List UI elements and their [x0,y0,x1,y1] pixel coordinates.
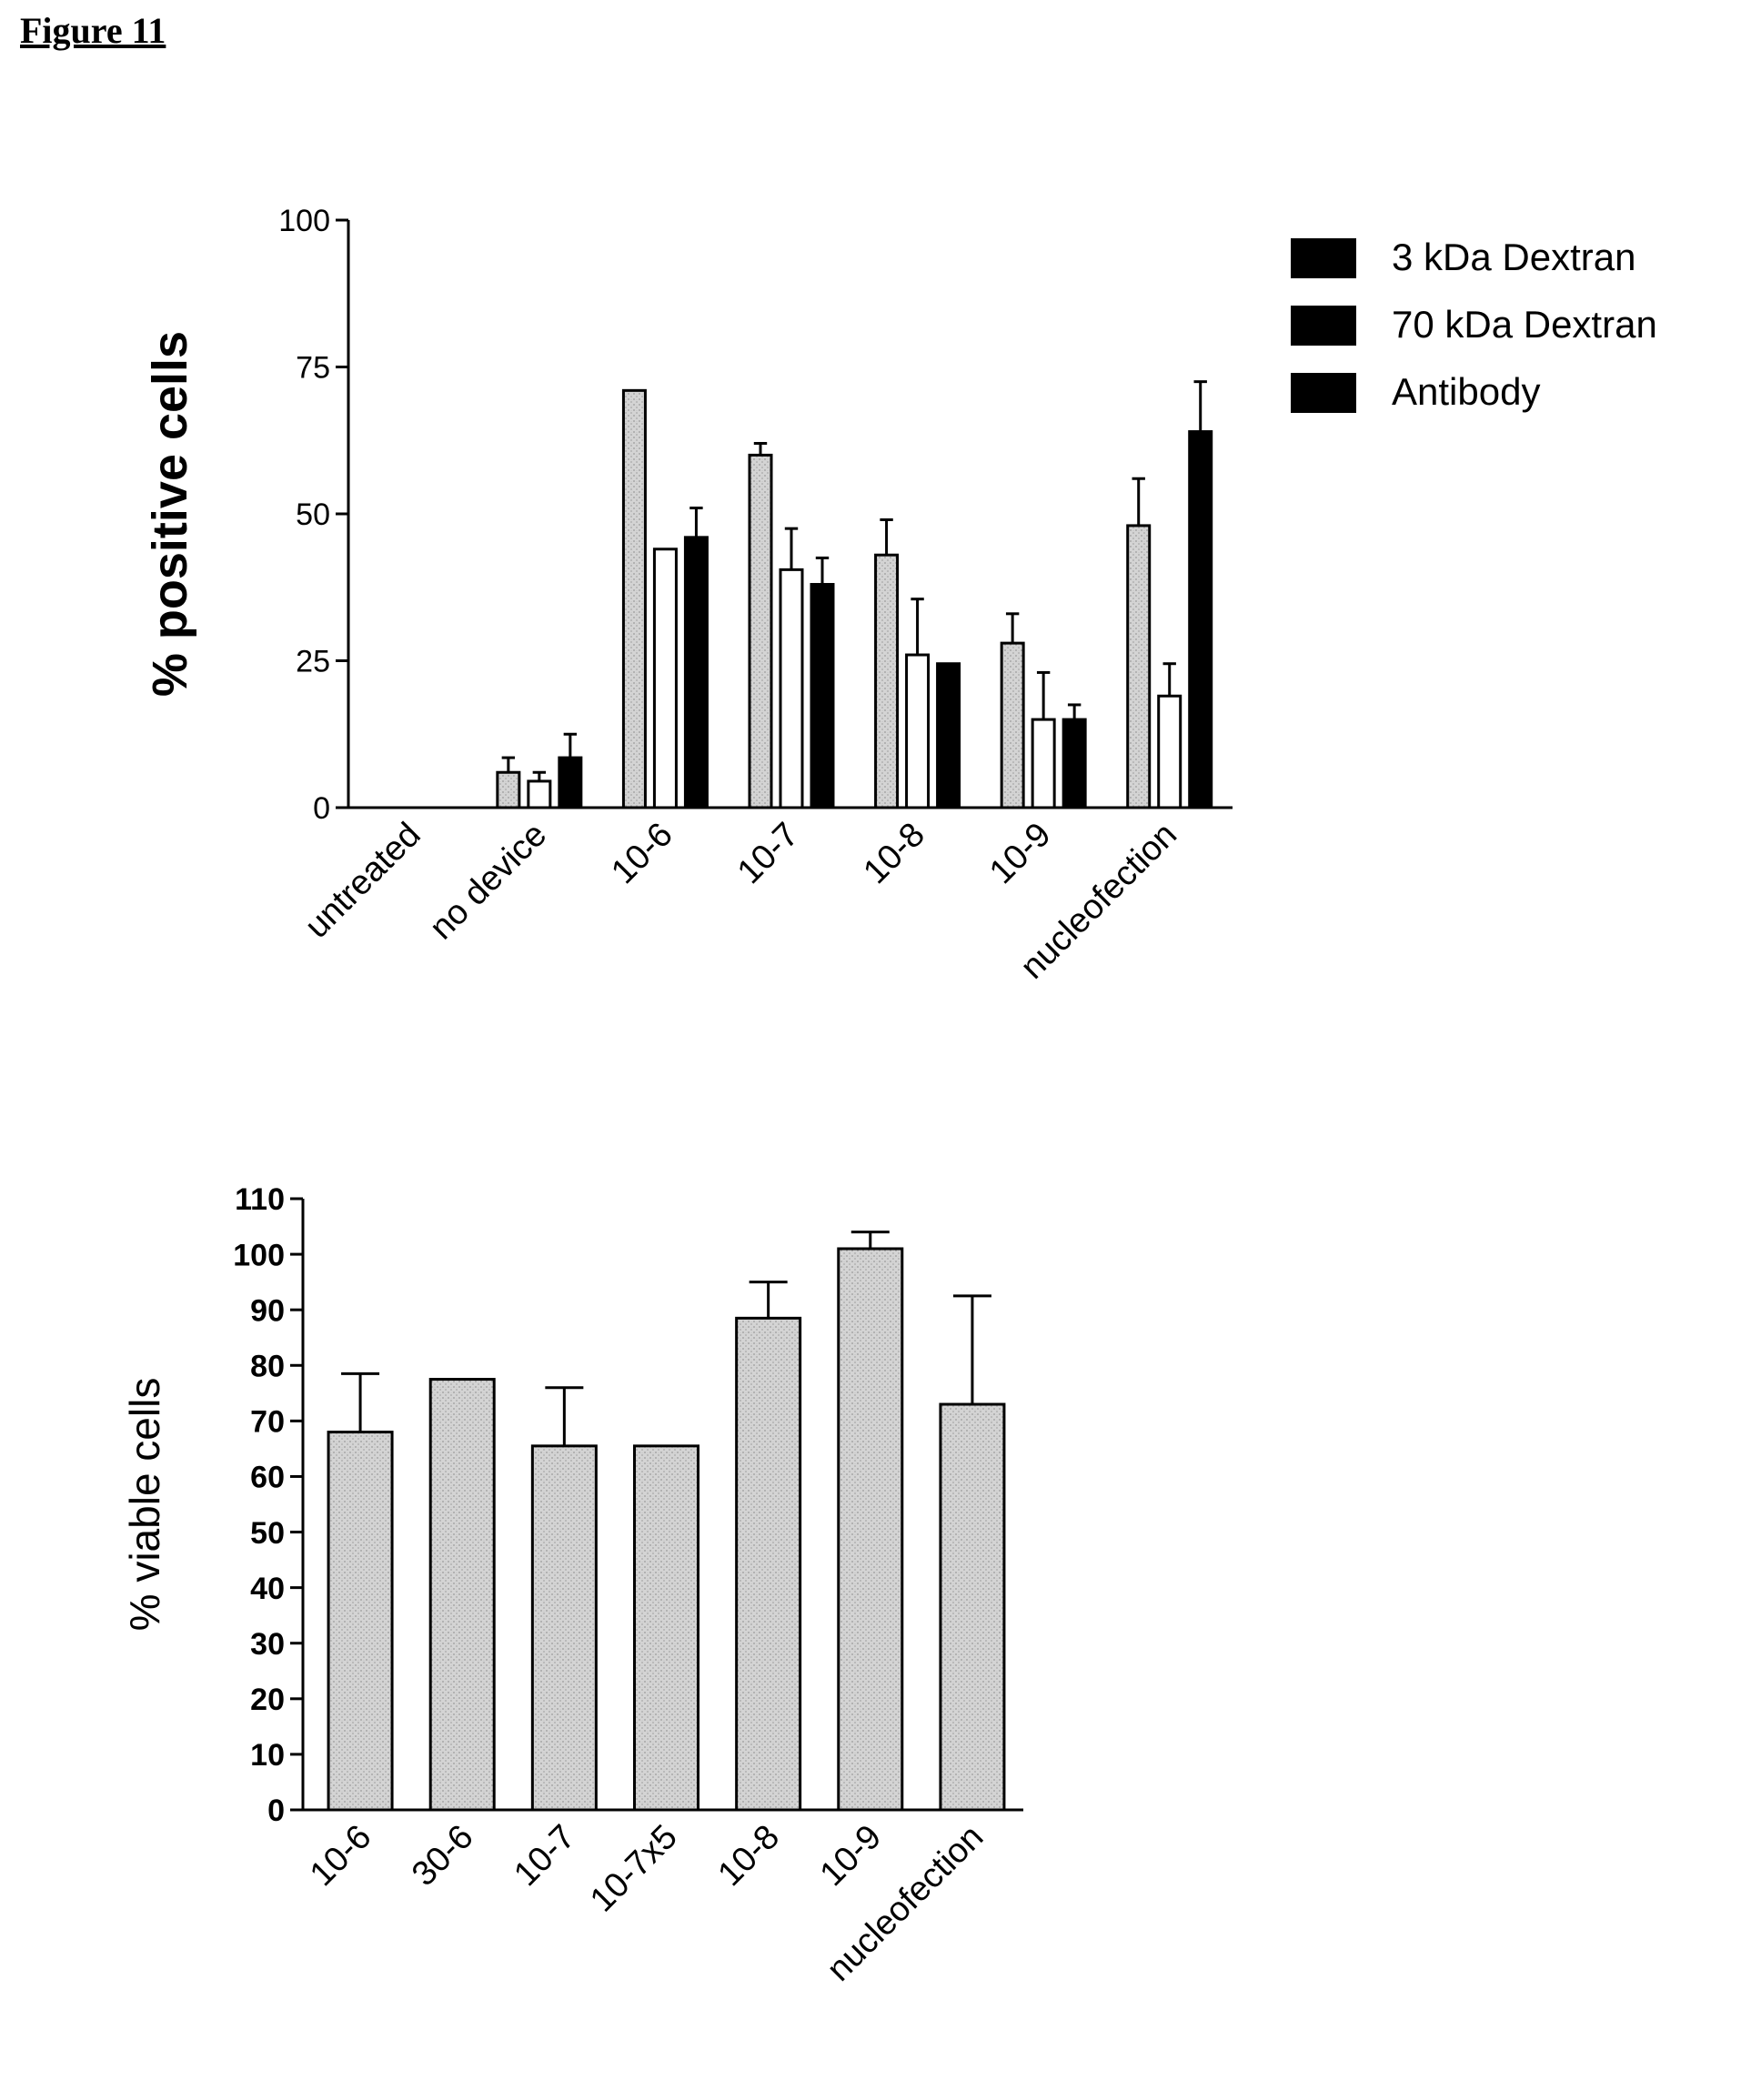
x-tick-label: 10-8 [711,1818,787,1894]
y-tick-label: 30 [250,1627,285,1662]
bar [1188,430,1213,809]
x-tick-label: 10-7 [730,816,806,891]
bar [905,653,931,809]
bar [327,1431,394,1812]
bar [1062,718,1087,809]
x-tick-label: 30-6 [405,1818,480,1894]
legend-swatch [1291,373,1356,413]
x-tick-label: no device [422,816,554,948]
y-tick-label: 110 [235,1182,285,1217]
y-tick-label: 10 [250,1738,285,1773]
viable-cells-chart: 0 10 20 30 40 50 60 70 80 90 100 110 % viable cells 1… [121,1182,1023,1989]
figure-title: Figure 11 [20,10,166,51]
legend-label: Antibody [1392,370,1540,413]
bar [633,1444,699,1812]
x-tick-label: 10-9 [982,816,1058,891]
bar [735,1316,802,1812]
bar [1000,641,1025,809]
bar [939,1402,1006,1812]
x-tick-label: 10-9 [813,1818,889,1894]
y-tick-label: 80 [250,1350,285,1384]
x-tick-label: 10-8 [856,816,931,891]
bar [683,536,709,809]
x-tick-label: 10-7x5 [583,1818,685,1920]
y-tick-label: 100 [278,204,330,238]
y-tick-label: 90 [250,1293,285,1328]
y-tick-label: 40 [250,1572,285,1606]
y-tick-label: 20 [250,1683,285,1717]
legend-swatch [1291,306,1356,346]
y-tick-label: 100 [233,1238,285,1272]
x-tick-label: untreated [297,816,428,946]
bar [837,1247,904,1812]
bar [779,568,804,809]
bar [1157,694,1182,809]
y-tick-label: 70 [250,1405,285,1440]
bar [496,770,521,809]
bar [558,756,583,809]
y-tick-label: 50 [250,1516,285,1551]
y-tick-label: 25 [296,645,330,679]
bar [748,453,773,809]
bar [1126,524,1152,809]
bar [1031,718,1056,809]
y-tick-label: 60 [250,1461,285,1495]
y-tick-label: 75 [296,351,330,386]
x-tick-label: 10-6 [604,816,679,891]
bar [530,1444,598,1812]
bar [936,662,961,809]
y-tick-label: 50 [296,497,330,532]
y-axis-label: % positive cells [143,331,197,697]
bar [652,548,678,809]
x-tick-label: 10-6 [303,1818,378,1894]
legend-swatch [1291,238,1356,278]
bar [874,553,900,809]
y-tick-label: 0 [313,791,330,826]
bar [810,583,835,809]
bar [428,1378,496,1812]
legend-label: 3 kDa Dextran [1392,236,1635,278]
y-tick-label: 0 [267,1794,285,1828]
bar [621,388,647,809]
bar [527,779,552,809]
legend-label: 70 kDa Dextran [1392,303,1657,346]
legend: 3 kDa Dextran 70 kDa Dextran Antibody [1291,236,1657,413]
x-tick-label: 10-7 [507,1818,582,1894]
y-axis-label: % viable cells [121,1378,168,1632]
